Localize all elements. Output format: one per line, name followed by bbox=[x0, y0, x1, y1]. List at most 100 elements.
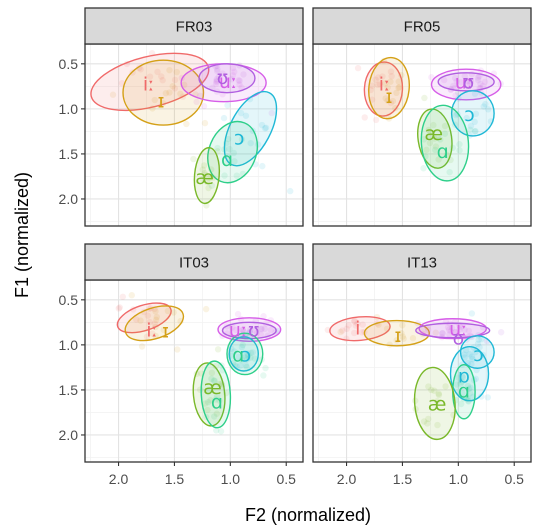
data-point bbox=[152, 308, 159, 315]
data-point bbox=[474, 76, 482, 84]
data-point bbox=[212, 396, 219, 403]
data-point bbox=[213, 67, 221, 75]
data-point bbox=[109, 91, 117, 98]
data-point bbox=[387, 68, 395, 75]
data-point bbox=[358, 329, 366, 336]
vowel-label-uː: uː bbox=[229, 319, 247, 341]
data-point bbox=[497, 329, 505, 336]
data-point bbox=[420, 418, 428, 425]
vowel-ellipse-ɑ bbox=[200, 360, 232, 429]
data-point bbox=[459, 374, 467, 381]
vowel-ellipse-iː bbox=[116, 302, 172, 334]
data-point bbox=[482, 100, 489, 108]
data-point bbox=[238, 343, 246, 351]
data-point bbox=[268, 109, 275, 117]
vowel-ellipse-ɑ bbox=[207, 120, 259, 184]
data-point bbox=[213, 392, 221, 400]
data-point bbox=[199, 175, 206, 183]
data-point bbox=[241, 354, 249, 361]
data-point bbox=[137, 317, 144, 324]
facet-panel-FR03: iːɪ uːʊ ɔɑæ FR03 bbox=[84, 7, 304, 227]
data-point bbox=[212, 362, 220, 370]
data-point bbox=[128, 292, 135, 299]
data-point bbox=[257, 331, 264, 338]
vowel-ellipse-ɔ bbox=[228, 336, 259, 372]
data-point bbox=[224, 159, 231, 166]
vowel-ellipse-ɔ bbox=[450, 90, 495, 137]
data-point bbox=[384, 84, 391, 91]
data-point bbox=[466, 79, 474, 87]
y-tick-label: 2.0 bbox=[59, 191, 79, 207]
data-point bbox=[237, 109, 245, 117]
data-point bbox=[465, 327, 472, 334]
data-point bbox=[208, 375, 215, 383]
data-point bbox=[440, 76, 448, 84]
data-point bbox=[458, 378, 466, 385]
data-point bbox=[339, 327, 346, 334]
data-point bbox=[236, 77, 243, 85]
data-point bbox=[433, 398, 441, 405]
data-point bbox=[208, 182, 216, 189]
data-point bbox=[372, 76, 379, 83]
data-point bbox=[154, 68, 161, 76]
x-axis-title: F2 (normalized) bbox=[245, 505, 371, 525]
data-point bbox=[461, 354, 468, 361]
data-point bbox=[479, 82, 487, 90]
data-point bbox=[456, 326, 463, 333]
data-point bbox=[210, 413, 218, 420]
data-point bbox=[119, 293, 126, 300]
data-point bbox=[246, 326, 254, 334]
data-point bbox=[211, 377, 218, 385]
data-point bbox=[243, 363, 250, 371]
data-point bbox=[444, 324, 452, 331]
data-point bbox=[423, 146, 430, 154]
data-point bbox=[421, 94, 428, 102]
data-point bbox=[226, 145, 233, 153]
data-point bbox=[389, 97, 397, 105]
data-point bbox=[267, 326, 275, 334]
vowel-ellipse-æ bbox=[193, 146, 221, 205]
vowel-label-iː: iː bbox=[146, 319, 158, 341]
data-point bbox=[261, 125, 269, 132]
data-point bbox=[409, 335, 417, 342]
data-point bbox=[138, 343, 146, 350]
data-point bbox=[213, 78, 220, 86]
data-point bbox=[439, 329, 446, 337]
data-point bbox=[251, 355, 258, 362]
data-point bbox=[452, 92, 459, 99]
data-point bbox=[468, 310, 476, 317]
panel-background bbox=[85, 280, 303, 462]
panel-data: iːɪ uːʊ ɔɑæ bbox=[90, 50, 294, 209]
data-point bbox=[199, 166, 206, 173]
data-point bbox=[234, 310, 242, 318]
data-point bbox=[152, 332, 159, 340]
data-point bbox=[207, 397, 214, 404]
data-point bbox=[431, 135, 438, 142]
data-point bbox=[437, 136, 444, 143]
data-point bbox=[260, 372, 267, 379]
data-point bbox=[215, 73, 222, 80]
data-point bbox=[164, 307, 172, 315]
vowel-ellipse-ɑ bbox=[226, 332, 264, 376]
data-point bbox=[214, 346, 222, 353]
data-point bbox=[456, 323, 464, 330]
data-point bbox=[160, 326, 167, 334]
data-point bbox=[235, 77, 242, 84]
vowel-ellipse-uː bbox=[430, 68, 502, 101]
data-point bbox=[201, 119, 209, 127]
vowel-label-ɑ: ɑ bbox=[211, 392, 223, 414]
vowel-ellipse-ɒ bbox=[449, 345, 490, 402]
data-point bbox=[351, 329, 358, 337]
data-point bbox=[443, 151, 451, 159]
facet-strip-label: FR05 bbox=[404, 19, 441, 36]
data-point bbox=[213, 77, 220, 84]
data-point bbox=[430, 121, 437, 129]
data-point bbox=[374, 81, 382, 89]
data-point bbox=[458, 400, 465, 408]
data-point bbox=[200, 102, 208, 110]
vowel-label-iː: iː bbox=[379, 74, 391, 96]
data-point bbox=[115, 305, 122, 312]
vowel-ellipse-æ bbox=[413, 366, 456, 441]
